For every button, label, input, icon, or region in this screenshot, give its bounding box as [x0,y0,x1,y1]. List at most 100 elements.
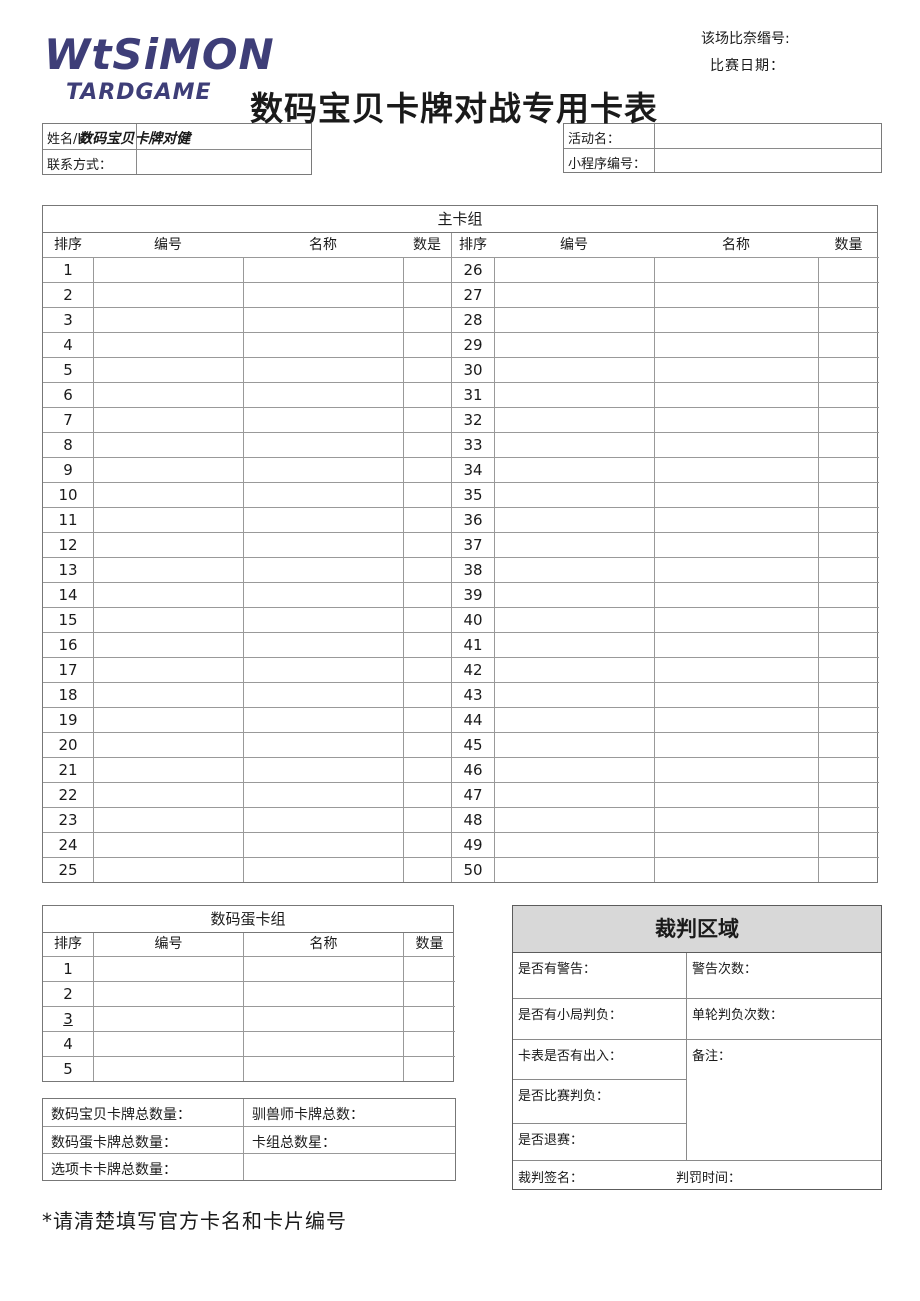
judge-area-grid: 是否有警告： 警告次数： 是否有小局判负： 单轮判负次数： 卡表是否有出入： 备… [513,953,881,1189]
main-deck-fill-cell [93,857,243,882]
main-deck-fill-cell [403,682,451,707]
main-deck-fill-cell [654,282,818,307]
main-deck-row-number: 2 [43,282,93,307]
total-deck-label: 卡组总数星： [243,1126,455,1153]
judge-area-title: 裁判区域 [513,906,881,953]
judge-signature-row: 裁判签名： 判罚时间： [513,1160,881,1189]
main-deck-row-number: 22 [43,782,93,807]
judge-round-loss-count-label: 单轮判负次数： [686,998,881,1039]
egg-deck-row-number: 3 [43,1006,93,1031]
main-deck-fill-cell [243,607,403,632]
main-deck-fill-cell [243,357,403,382]
main-deck-row-number: 43 [451,682,494,707]
egg-deck-title: 数码蛋卡组 [42,905,454,933]
main-deck-row-number: 50 [451,857,494,882]
main-deck-row-number: 18 [43,682,93,707]
program-label-cell: 小程序编号： [564,148,654,172]
main-deck-fill-cell [93,582,243,607]
main-deck-fill-cell [818,707,879,732]
main-deck-fill-cell [403,382,451,407]
main-deck-fill-cell [818,357,879,382]
main-deck-fill-cell [243,407,403,432]
main-deck-row-number: 11 [43,507,93,532]
main-deck-fill-cell [654,382,818,407]
egg-deck-fill-cell [243,1056,403,1081]
main-deck-fill-cell [403,707,451,732]
contact-input-cell [136,149,311,174]
main-deck-fill-cell [494,757,654,782]
main-deck-fill-cell [654,557,818,582]
main-deck-column-header: 数量 [834,237,863,253]
main-deck-fill-cell [818,257,879,282]
main-deck-body: 排序 编号 名称 数是 排序 编号 名称 数量 1 26 2 27 3 28 4 29 5 30 6 31 7 32 8 33… [42,233,879,883]
main-deck-row-number: 16 [43,632,93,657]
main-deck-fill-cell [654,407,818,432]
main-deck-fill-cell [654,607,818,632]
page-title: 数码宝贝卡牌对战专用卡表 [250,89,658,128]
main-deck-fill-cell [654,582,818,607]
main-deck-fill-cell [93,457,243,482]
main-deck-fill-cell [403,432,451,457]
main-deck-column-header: 编号 [560,237,588,253]
main-deck-fill-cell [243,632,403,657]
main-deck-fill-cell [243,832,403,857]
main-deck-row-number: 35 [451,482,494,507]
main-deck-fill-cell [494,857,654,882]
name-label: 姓名/ID [47,132,92,147]
main-deck-fill-cell [93,732,243,757]
main-deck-fill-cell [403,557,451,582]
main-deck-fill-cell [403,457,451,482]
egg-deck-table: 数码蛋卡组 排序 编号 名称 数量 1 2 3 4 5 [42,905,455,1082]
main-deck-fill-cell [654,332,818,357]
main-deck-row-number: 39 [451,582,494,607]
main-deck-fill-cell [494,657,654,682]
main-deck-fill-cell [818,657,879,682]
main-deck-fill-cell [403,857,451,882]
totals-table: 数码宝贝卡牌总数量： 驯兽师卡牌总数： 数码蛋卡牌总数量： 卡组总数星： 选项卡… [42,1098,456,1181]
brand-logo: WtSiMON TARDGAME [44,34,275,104]
main-deck-fill-cell [494,732,654,757]
main-deck-fill-cell [93,782,243,807]
main-deck-row-number: 20 [43,732,93,757]
egg-deck-column-header: 名称 [243,933,403,956]
main-deck-row-number: 27 [451,282,494,307]
main-deck-fill-cell [403,782,451,807]
main-deck-fill-cell [243,757,403,782]
main-deck-fill-cell [494,407,654,432]
main-deck-fill-cell [403,732,451,757]
main-deck-fill-cell [403,807,451,832]
main-deck-row-number: 44 [451,707,494,732]
footer-note: *请清楚填写官方卡名和卡片编号 [42,1209,347,1233]
main-deck-fill-cell [818,432,879,457]
main-deck-fill-cell [243,332,403,357]
egg-deck-body: 排序 编号 名称 数量 1 2 3 4 5 [42,933,455,1082]
main-deck-row-number: 12 [43,532,93,557]
egg-deck-fill-cell [243,1006,403,1031]
event-label-cell: 活动名： [568,132,621,147]
main-deck-fill-cell [93,707,243,732]
main-deck-column-header: 排序 [451,233,494,257]
main-deck-fill-cell [403,307,451,332]
main-deck-fill-cell [654,832,818,857]
egg-deck-fill-cell [93,1031,243,1056]
main-deck-fill-cell [494,482,654,507]
main-deck-row-number: 38 [451,557,494,582]
main-deck-fill-cell [403,657,451,682]
main-deck-column-header: 名称 [722,237,750,253]
name-overlay-text: 数码宝贝卡牌对健 [78,131,191,147]
main-deck-row-number: 19 [43,707,93,732]
judge-warning-label: 是否有警告： [518,962,597,977]
main-deck-fill-cell [93,832,243,857]
main-deck-row-number: 45 [451,732,494,757]
main-deck-fill-cell [243,682,403,707]
judge-signature-label: 裁判签名： [518,1171,584,1186]
main-deck-row-number: 29 [451,332,494,357]
program-input-cell [654,148,881,172]
main-deck-fill-cell [93,757,243,782]
main-deck-fill-cell [654,807,818,832]
main-deck-fill-cell [654,782,818,807]
main-deck-fill-cell [654,757,818,782]
match-date-label: 比赛日期： [710,58,785,74]
main-deck-row-number: 3 [43,307,93,332]
main-deck-fill-cell [93,532,243,557]
